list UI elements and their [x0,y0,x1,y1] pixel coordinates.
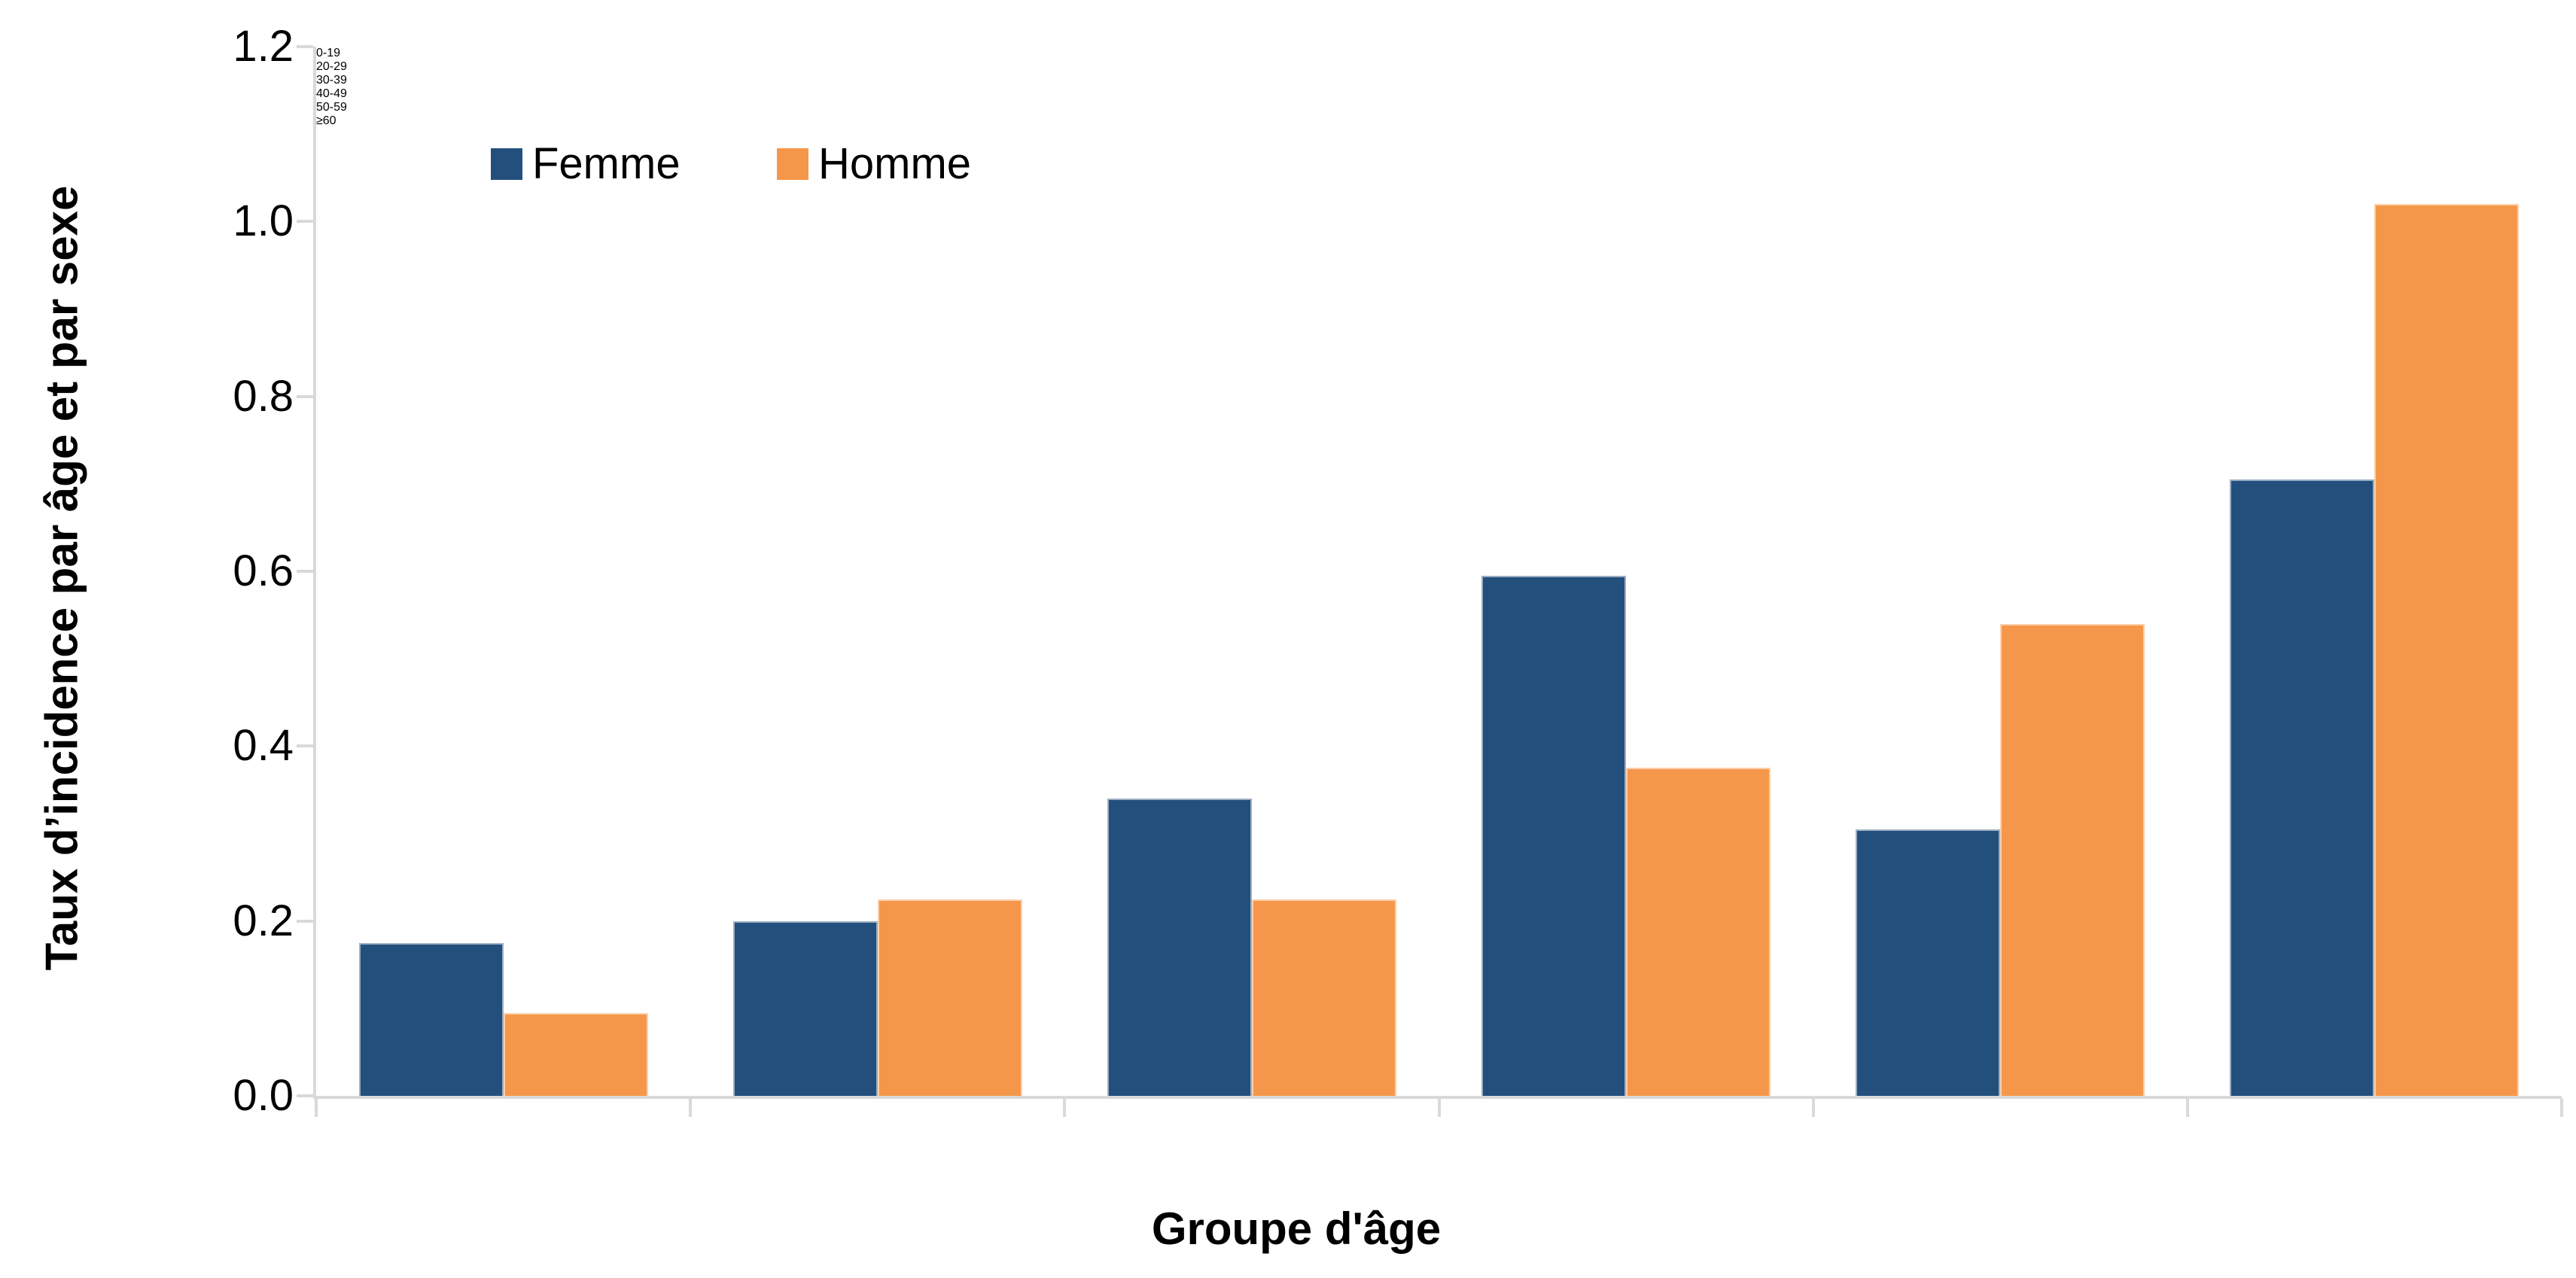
x-axis-line [316,1096,2562,1099]
x-axis-tick [2185,1099,2189,1117]
x-category-label: ≥60 [316,114,336,127]
legend-label-homme: Homme [818,139,972,188]
y-axis-tick [297,744,313,748]
legend-label-femme: Femme [532,139,681,188]
y-axis-title: Taux d’incidence par âge et par sexe [36,185,87,971]
bar-femme-0-19 [358,942,504,1096]
y-tick-label: 0.6 [233,546,294,595]
bar-femme-50-59 [1856,829,2001,1096]
x-category-label: 40-49 [316,87,347,100]
x-axis-tick [1437,1099,1441,1117]
x-axis-tick [689,1099,693,1117]
x-axis-title: Groupe d'âge [1151,1203,1442,1254]
legend-item-femme: Femme [491,140,681,188]
bar-homme-0-19 [503,1012,648,1096]
legend-item-homme: Homme [777,140,971,188]
y-axis-tick [297,1094,313,1097]
y-axis-tick [297,919,313,923]
bar-femme-30-39 [1107,799,1252,1096]
x-category-label: 0-19 [316,47,341,59]
bar-femme-40-49 [1481,575,1627,1096]
femme-color-swatch-icon [491,148,522,180]
y-tick-label: 0.4 [233,721,294,771]
y-tick-label: 0.2 [233,896,294,945]
bar-homme-20-29 [877,899,1022,1096]
bar-femme-20-29 [732,920,878,1096]
y-tick-label: 0.0 [233,1071,294,1120]
x-axis-tick [1063,1099,1067,1117]
bar-homme-50-59 [2000,623,2145,1096]
y-tick-label: 1.0 [233,196,294,246]
x-category-label: 30-39 [316,74,347,87]
homme-color-swatch-icon [777,148,808,180]
x-category-label: 20-29 [316,60,347,73]
bar-homme-30-39 [1251,899,1396,1096]
bar-homme-≥60 [2374,204,2520,1096]
y-tick-label: 1.2 [233,22,294,71]
y-axis-tick [297,220,313,224]
y-axis-tick [297,394,313,398]
bar-femme-≥60 [2230,479,2375,1096]
x-axis-tick [315,1099,318,1117]
y-axis-line [313,47,316,1099]
y-axis-tick [297,45,313,48]
bar-homme-40-49 [1626,768,1771,1096]
plot-area: 0.0 0.2 0.4 0.6 0.8 1.0 1.2 0-19 20-29 30-39 40-49… [233,25,2563,1118]
y-tick-label: 0.8 [233,371,294,421]
y-axis-tick [297,570,313,573]
x-category-label: 50-59 [316,101,347,114]
x-axis-tick [1811,1099,1815,1117]
x-axis-tick [2560,1099,2563,1117]
